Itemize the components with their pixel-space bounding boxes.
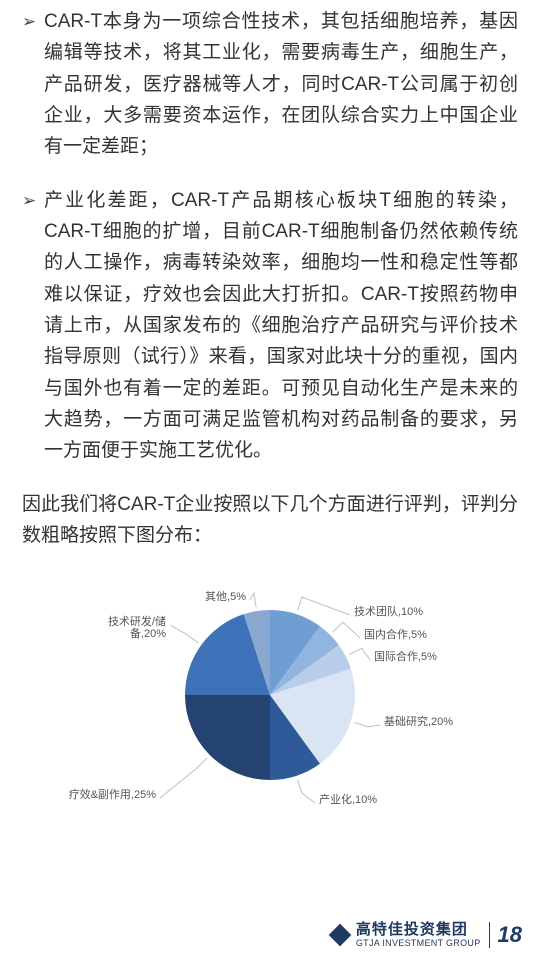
pie-leader-line: [298, 779, 315, 802]
pie-leader-line: [160, 757, 207, 797]
pie-leader-line: [333, 622, 360, 638]
bullet-text: 产业化差距，CAR-T产品期核心板块T细胞的转染，CAR-T细胞的扩增，目前CA…: [44, 185, 518, 467]
pie-leader-line: [355, 722, 380, 726]
pie-slice-label: 疗效&副作用,25%: [69, 787, 157, 801]
brand-divider: [489, 922, 490, 948]
pie-leader-line: [298, 597, 350, 615]
brand-name-en: GTJA INVESTMENT GROUP: [356, 939, 481, 948]
pie-leader-line: [250, 593, 256, 607]
brand-years: 18: [498, 924, 522, 946]
pie-slice-label: 技术研发/储备,20%: [108, 614, 166, 640]
brand-footer: 高特佳投资集团 GTJA INVESTMENT GROUP 18: [332, 922, 522, 948]
bullet-arrow-icon: ➢: [22, 185, 44, 467]
pie-slice-label: 其他,5%: [205, 590, 246, 603]
pie-slice-label: 国际合作,5%: [374, 649, 437, 663]
pie-slice-label: 国内合作,5%: [364, 627, 427, 641]
pie-slice-label: 技术团队,10%: [354, 604, 423, 618]
bullet-item-2: ➢ 产业化差距，CAR-T产品期核心板块T细胞的转染，CAR-T细胞的扩增，目前…: [22, 185, 518, 467]
pie-slice-label: 基础研究,20%: [384, 714, 453, 728]
bullet-item-1: ➢ CAR-T本身为一项综合性技术，其包括细胞培养，基因编辑等技术，将其工业化，…: [22, 6, 518, 163]
summary-paragraph: 因此我们将CAR-T企业按照以下几个方面进行评判，评判分数粗略按照下图分布：: [22, 489, 518, 552]
pie-leader-line: [349, 648, 370, 660]
brand-text: 高特佳投资集团 GTJA INVESTMENT GROUP: [356, 922, 481, 948]
brand-name-cn: 高特佳投资集团: [356, 922, 481, 937]
brand-logo-icon: [329, 924, 352, 947]
pie-leader-line: [170, 625, 198, 643]
evaluation-pie-chart: 技术团队,10% 国内合作,5% 国际合作,5% 基础研究,20% 产业化,10% 疗效&…: [22, 560, 518, 820]
pie-slice-label: 产业化,10%: [319, 792, 377, 806]
bullet-arrow-icon: ➢: [22, 6, 44, 163]
bullet-text: CAR-T本身为一项综合性技术，其包括细胞培养，基因编辑等技术，将其工业化，需要…: [44, 6, 518, 163]
